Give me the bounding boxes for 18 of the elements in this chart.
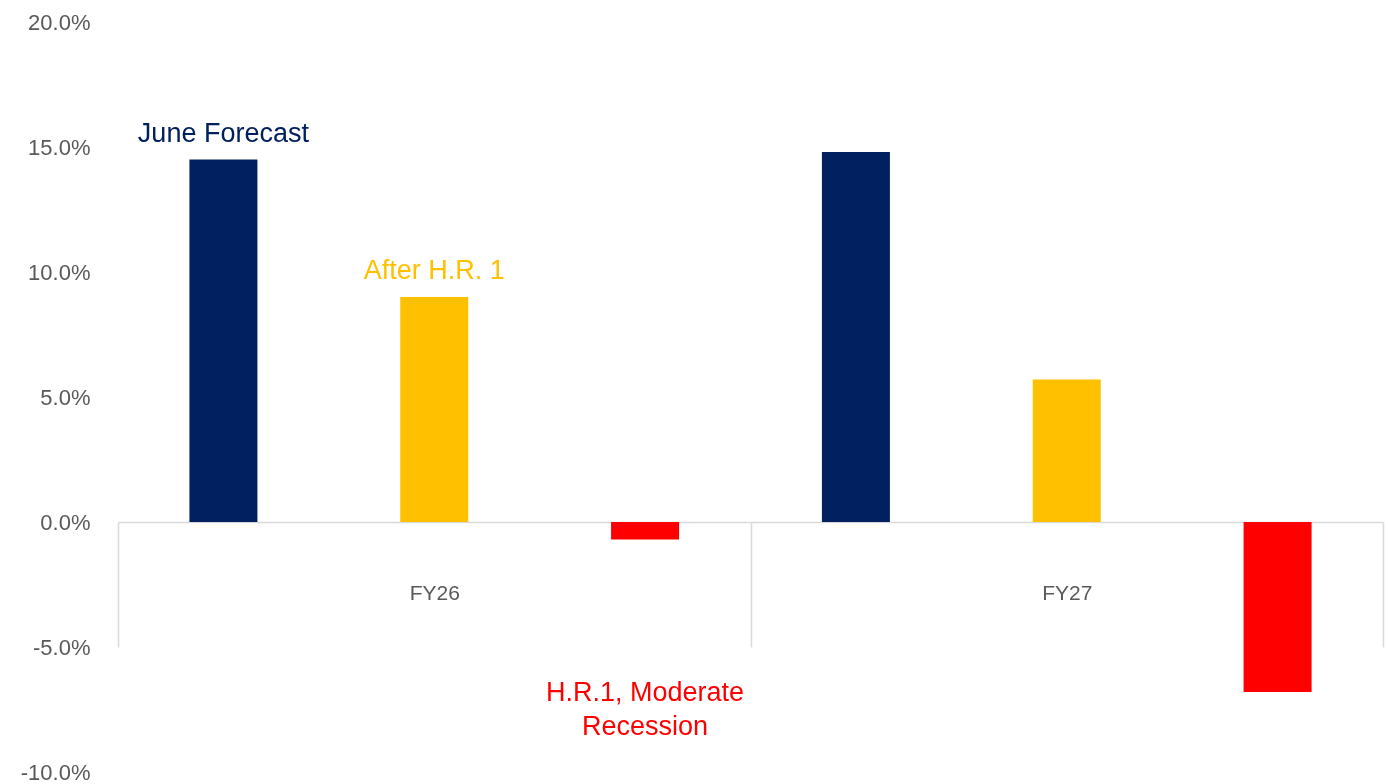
series-label: June Forecast [137,117,310,148]
text: H.R.1, Moderate Recession [546,676,745,741]
x-tick-label: FY27 [1042,580,1093,604]
y-tick-label: 20.0% [28,9,91,35]
series-label: After H.R. 1 [363,255,505,285]
y-tick-label: 10.0% [28,259,91,285]
bar [611,522,680,540]
y-tick-label: 15.0% [28,134,91,160]
y-tick-label: -10.0% [20,759,91,784]
y-tick-label: 0.0% [40,509,91,535]
bar [821,152,890,522]
y-tick-label: 5.0% [40,384,91,410]
bar [189,159,258,522]
x-tick-label: FY26 [409,580,460,604]
y-tick-label: -5.0% [33,634,91,660]
bar [1243,522,1312,692]
bar [1032,379,1101,522]
bar [400,297,469,522]
